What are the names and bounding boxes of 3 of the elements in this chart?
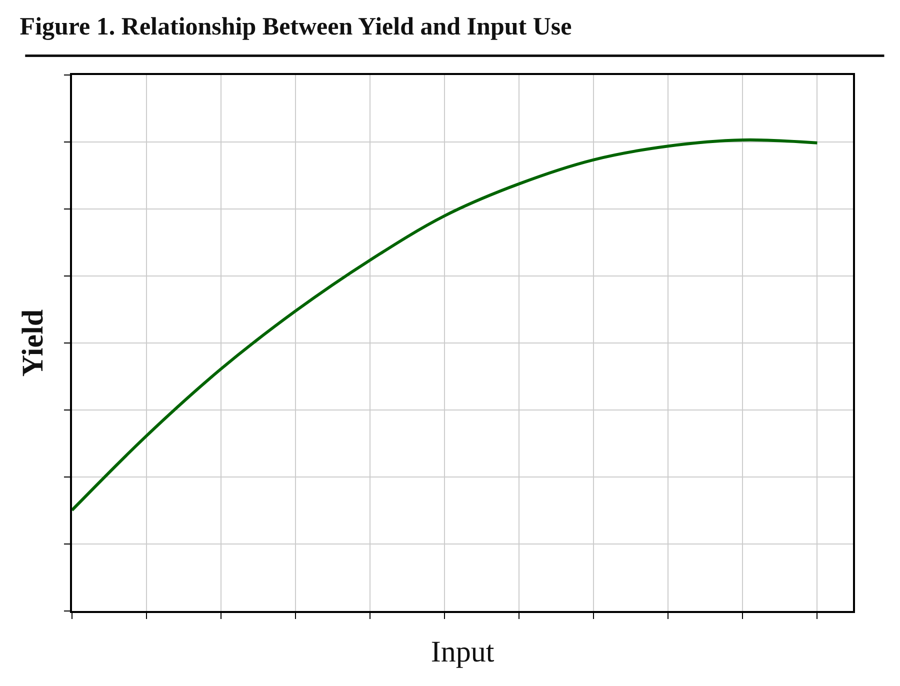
x-axis-title: Input	[430, 635, 495, 668]
y-axis-title: Yield	[16, 309, 50, 377]
chart-title: Figure 1. Relationship Between Yield and Input Use	[20, 14, 572, 41]
